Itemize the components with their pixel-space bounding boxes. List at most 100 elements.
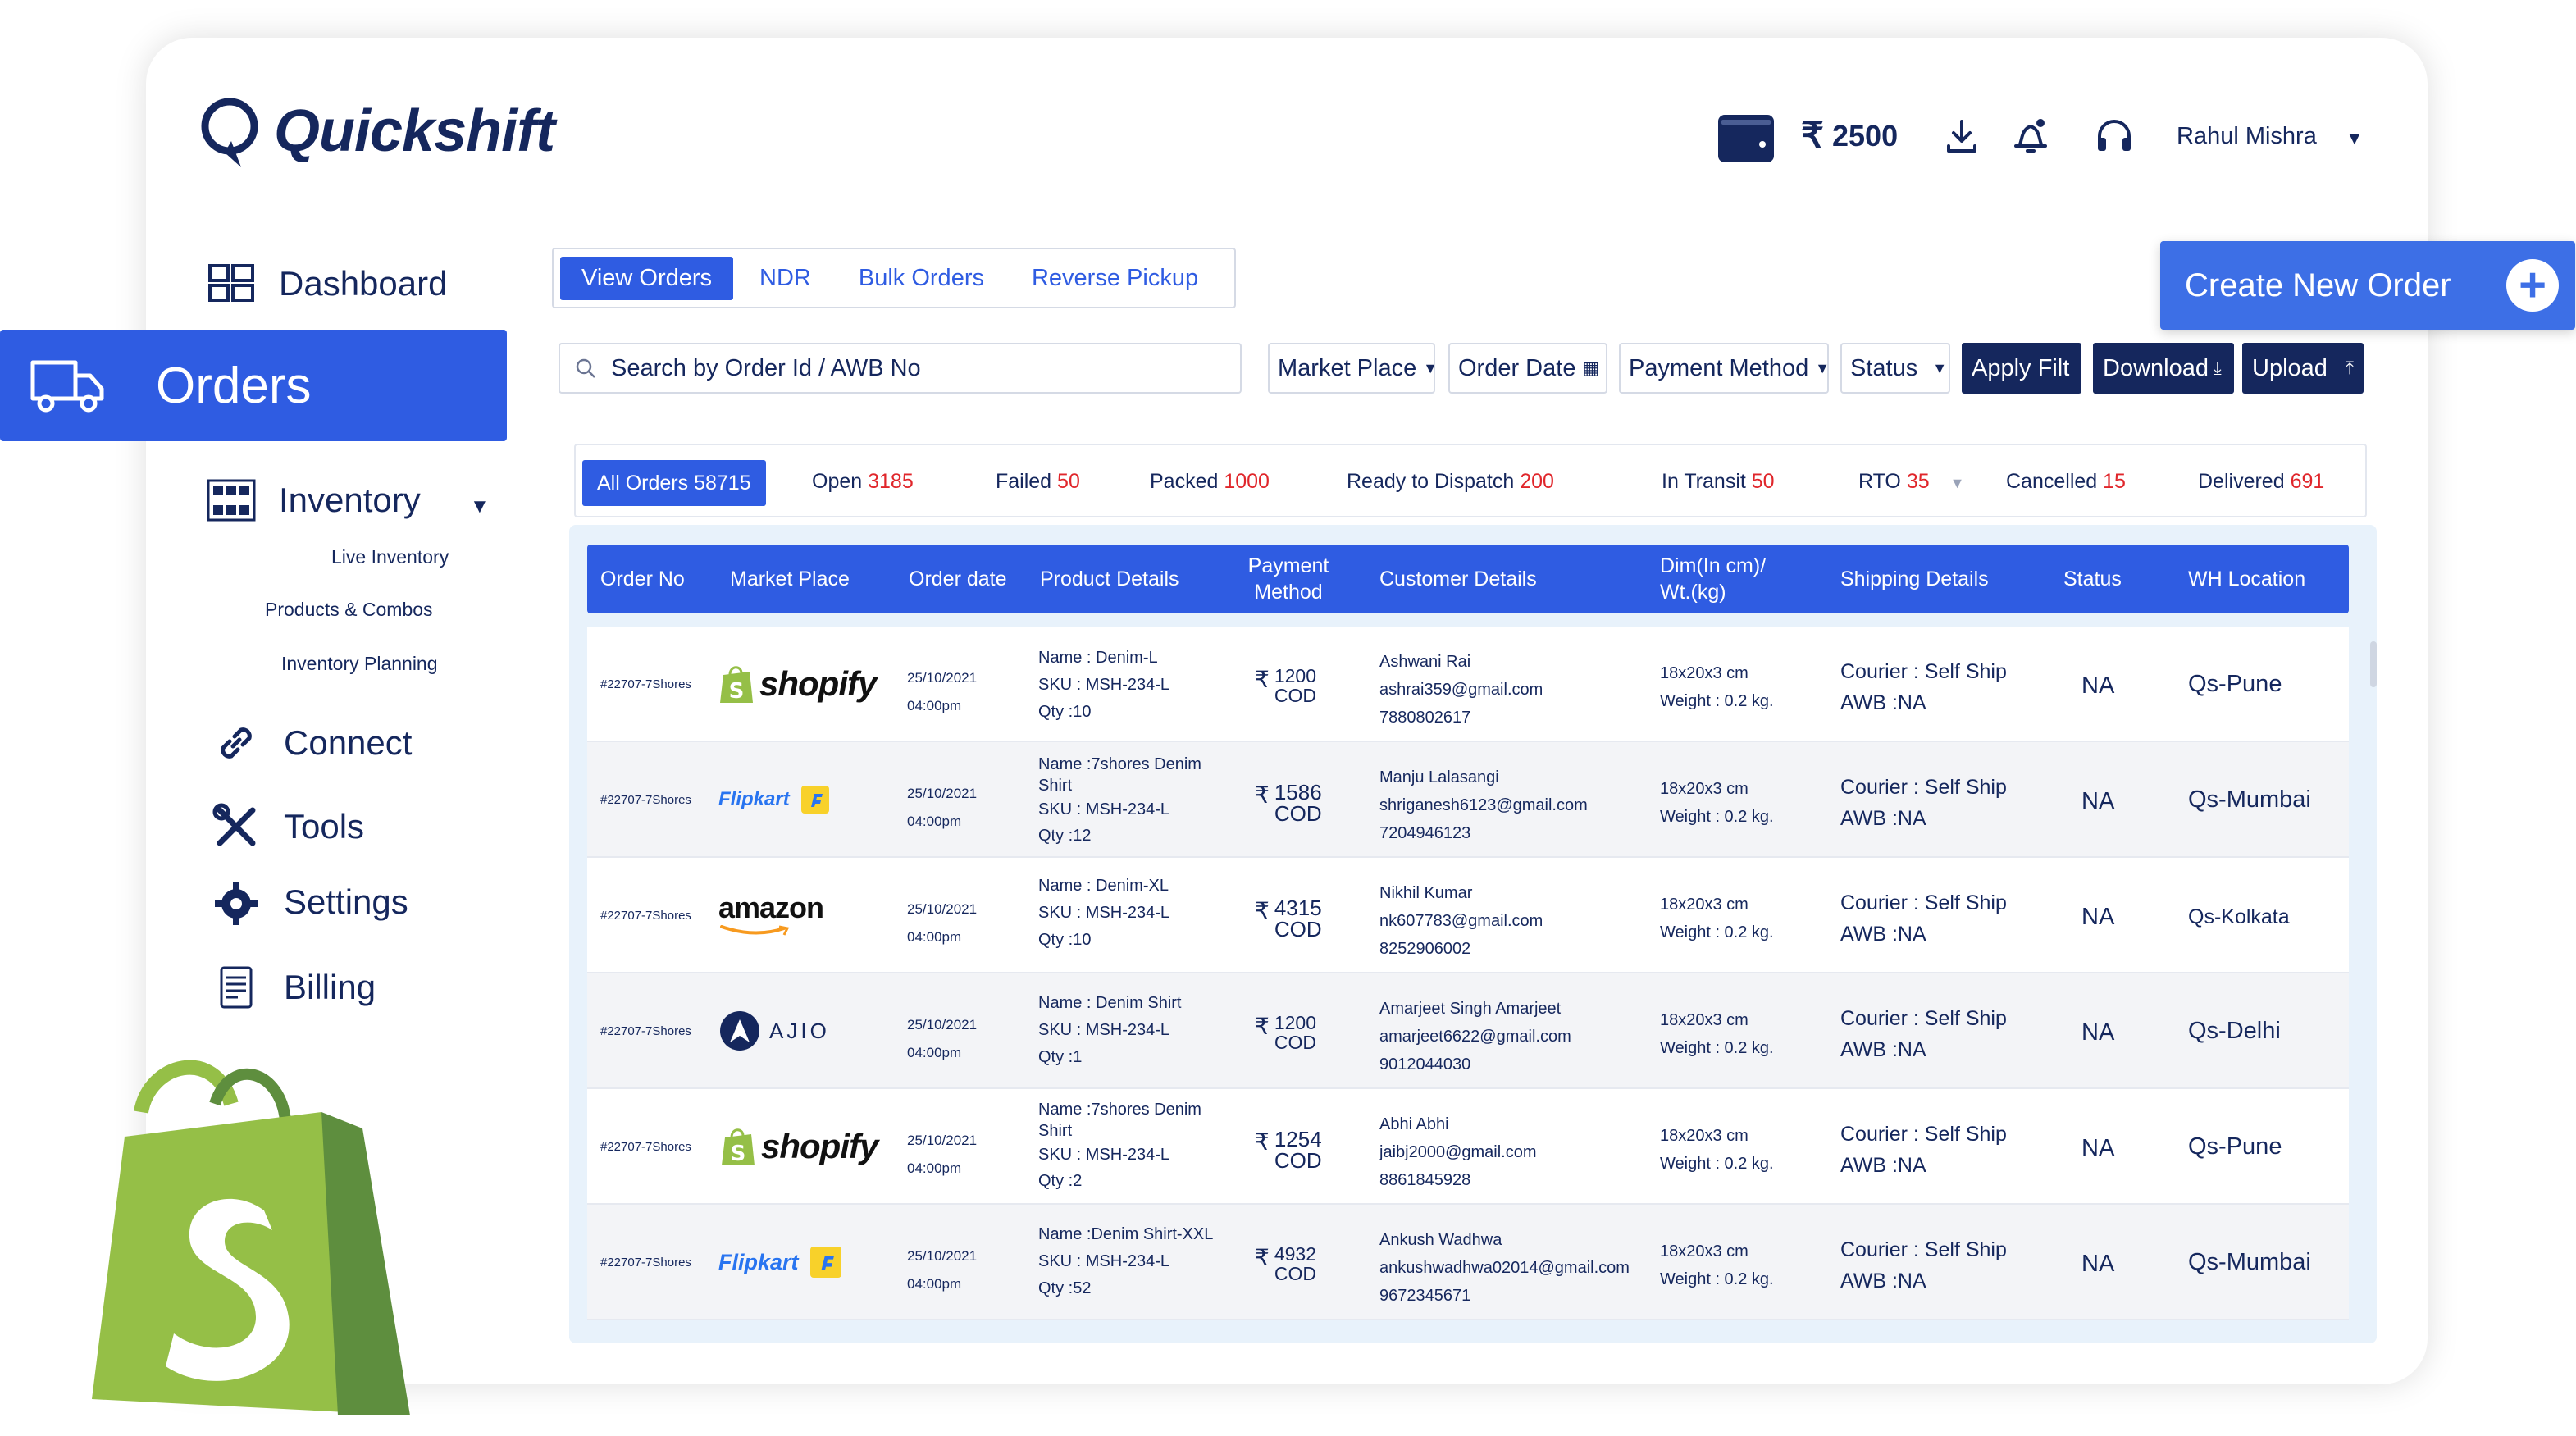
sidebar-item-connect[interactable]: Connect (212, 718, 412, 768)
order-no[interactable]: #22707-7Shores (600, 1256, 691, 1270)
awb: AWB :NA (1840, 923, 1926, 946)
search-input[interactable]: Search by Order Id / AWB No (559, 343, 1242, 394)
header-order-date[interactable]: Order date (909, 567, 1007, 590)
tab-view-orders[interactable]: View Orders (560, 256, 734, 300)
sidebar-item-settings[interactable]: Settings (212, 878, 408, 927)
chevron-down-icon[interactable]: ▼ (470, 495, 490, 517)
headphones-icon[interactable] (2093, 115, 2136, 157)
table-row[interactable]: #22707-7Shores S shopify 25/10/2021 04:00… (587, 627, 2349, 742)
amazon-smile-icon (720, 925, 790, 936)
user-name[interactable]: Rahul Mishra (2177, 123, 2317, 149)
table-scrollbar[interactable] (2370, 641, 2377, 687)
status-tab-cancelled[interactable]: Cancelled 15 (2006, 470, 2126, 494)
sidebar-subitem-live-inventory[interactable]: Live Inventory (331, 546, 449, 568)
product-qty: Qty :10 (1038, 931, 1092, 949)
table-row[interactable]: #22707-7Shores amazon 25/10/2021 04:00pm … (587, 858, 2349, 973)
shipping-details: Courier : Self Ship AWB :NA (1840, 1119, 2007, 1181)
customer-name: Ankush Wadhwa (1379, 1231, 1502, 1249)
status-tab-ready-to-dispatch[interactable]: Ready to Dispatch 200 (1347, 470, 1554, 494)
status-tab-packed[interactable]: Packed 1000 (1150, 470, 1270, 494)
sidebar-subitem-inventory-planning[interactable]: Inventory Planning (281, 653, 438, 674)
tab-bulk-orders[interactable]: Bulk Orders (858, 264, 984, 291)
apply-filter-button[interactable]: Apply Filt (1962, 343, 2081, 394)
sidebar-item-orders[interactable]: Orders (0, 330, 507, 441)
amount: 1586 (1274, 780, 1322, 805)
sidebar-subitem-products-combos[interactable]: Products & Combos (265, 599, 433, 620)
brand-logo[interactable]: Quickshift (198, 93, 555, 169)
status-tab-in-transit[interactable]: In Transit 50 (1662, 470, 1775, 494)
sidebar-label-orders: Orders (156, 357, 312, 414)
payment-method: COD (1274, 917, 1322, 941)
header-payment-method[interactable]: Payment Method (1247, 554, 1329, 604)
upload-button[interactable]: Upload ⤒ (2242, 343, 2364, 394)
header-customer-details[interactable]: Customer Details (1379, 567, 1537, 590)
sidebar-item-billing[interactable]: Billing (212, 963, 376, 1012)
market-place-dropdown[interactable]: Market Place ▼ (1268, 343, 1435, 394)
status-tab-open[interactable]: Open 3185 (812, 470, 914, 494)
product-sku: SKU : MSH-234-L (1038, 800, 1170, 818)
order-no[interactable]: #22707-7Shores (600, 909, 691, 923)
bell-icon[interactable] (2009, 115, 2052, 157)
weight: Weight : 0.2 kg. (1660, 692, 1774, 710)
order-no[interactable]: #22707-7Shores (600, 1024, 691, 1038)
header-order-no[interactable]: Order No (600, 567, 685, 590)
tools-icon (212, 803, 256, 846)
shopify-bag-icon: S (722, 1128, 755, 1166)
weight: Weight : 0.2 kg. (1660, 1039, 1774, 1057)
order-date: 25/10/2021 04:00pm (907, 664, 977, 720)
status-tab-failed[interactable]: Failed 50 (996, 470, 1080, 494)
order-no[interactable]: #22707-7Shores (600, 1140, 691, 1154)
table-row[interactable]: #22707-7Shores S shopify 25/10/2021 04:00… (587, 1089, 2349, 1205)
wallet-icon[interactable] (1717, 112, 1776, 164)
status-tab-delivered[interactable]: Delivered 691 (2198, 470, 2324, 494)
customer-details: Abhi Abhi jaibj2000@gmail.com 8861845928 (1379, 1110, 1537, 1194)
dimensions: 18x20x3 cm Weight : 0.2 kg. (1660, 775, 1774, 831)
order-no[interactable]: #22707-7Shores (600, 793, 691, 807)
status-dropdown[interactable]: Status ▼ (1840, 343, 1950, 394)
download-button[interactable]: Download ⤓ (2093, 343, 2234, 394)
create-new-order-button[interactable]: Create New Order + (2160, 241, 2575, 330)
order-date-picker[interactable]: Order Date ▦ (1448, 343, 1607, 394)
tab-reverse-pickup[interactable]: Reverse Pickup (1031, 264, 1199, 291)
status-count: 50 (1057, 470, 1080, 493)
sidebar-item-dashboard[interactable]: Dashboard (207, 259, 447, 308)
header-dimensions[interactable]: Dim(In cm)/ Wt.(kg) (1660, 554, 1767, 604)
weight: Weight : 0.2 kg. (1660, 923, 1774, 941)
header-product-details[interactable]: Product Details (1040, 567, 1179, 590)
header-wh-location[interactable]: WH Location (2188, 567, 2306, 590)
tab-ndr[interactable]: NDR (759, 264, 811, 291)
date: 25/10/2021 (907, 1017, 978, 1033)
payment-method: COD (1274, 1032, 1316, 1053)
dim: 18x20x3 cm (1660, 664, 1748, 682)
customer-phone: 8861845928 (1379, 1171, 1471, 1189)
dim: 18x20x3 cm (1660, 1127, 1748, 1145)
header-status[interactable]: Status (2063, 567, 2122, 590)
sidebar-item-inventory[interactable]: Inventory (207, 476, 421, 525)
table-row[interactable]: #22707-7Shores AJIO 25/10/2021 04:00pm Na… (587, 973, 2349, 1089)
customer-details: Nikhil Kumar nk607783@gmail.com 8252906002 (1379, 879, 1543, 963)
header-market-place[interactable]: Market Place (730, 567, 850, 590)
wh-location: Qs-Pune (2188, 1133, 2282, 1160)
date: 25/10/2021 (907, 786, 978, 801)
chevron-down-icon[interactable]: ▼ (2346, 128, 2364, 148)
search-icon (576, 358, 595, 378)
table-row[interactable]: #22707-7Shores Flipkart 25/10/2021 04:00p… (587, 1205, 2349, 1320)
order-no[interactable]: #22707-7Shores (600, 677, 691, 691)
inventory-icon (207, 479, 256, 522)
courier: Courier : Self Ship (1840, 1238, 2007, 1261)
sidebar-item-tools[interactable]: Tools (212, 802, 364, 851)
wh-location: Qs-Pune (2188, 671, 2282, 697)
table-row[interactable]: #22707-7Shores Flipkart 25/10/2021 04:00p… (587, 742, 2349, 858)
status-label: RTO (1858, 470, 1901, 493)
header-shipping-details[interactable]: Shipping Details (1840, 567, 1989, 590)
product-name: Name : Denim-XL (1038, 877, 1169, 895)
status-tab-rto[interactable]: RTO 35 ▼ (1858, 470, 1964, 494)
dim: 18x20x3 cm (1660, 1242, 1748, 1260)
status-tab-all-orders[interactable]: All Orders 58715 (582, 460, 766, 506)
sidebar-label-tools: Tools (284, 807, 365, 846)
customer-details: Manju Lalasangi shriganesh6123@gmail.com 7… (1379, 764, 1588, 847)
download-icon[interactable] (1940, 115, 1983, 157)
shipping-details: Courier : Self Ship AWB :NA (1840, 772, 2007, 834)
create-new-order-label: Create New Order (2185, 267, 2451, 303)
payment-method-dropdown[interactable]: Payment Method ▼ (1619, 343, 1829, 394)
